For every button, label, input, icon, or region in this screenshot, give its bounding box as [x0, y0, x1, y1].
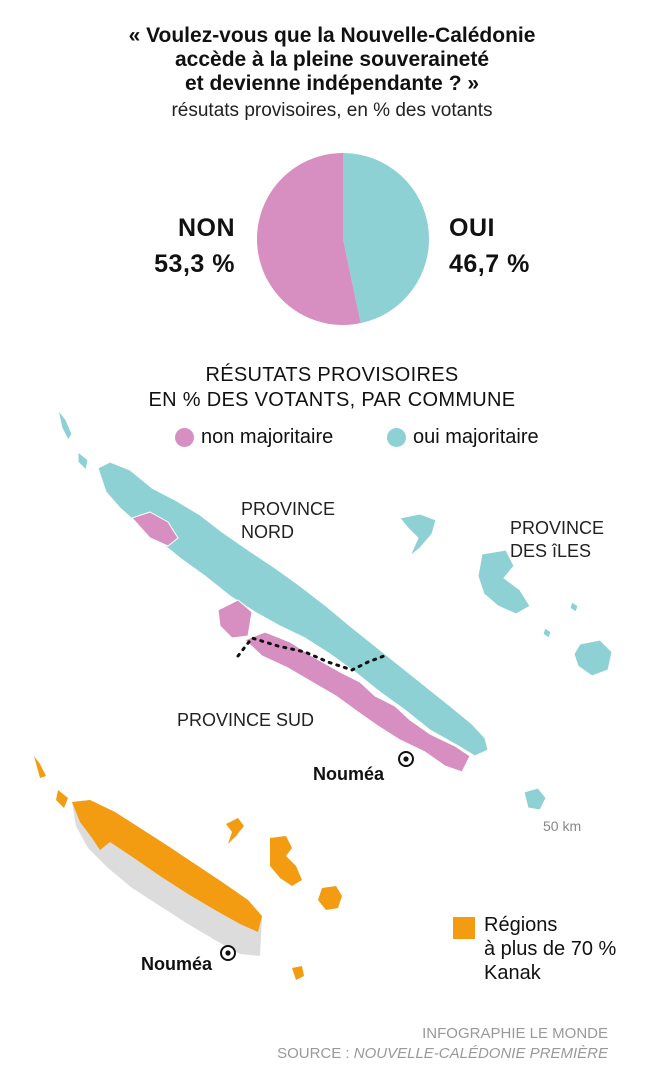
kanak-pins [292, 966, 304, 980]
label-noumea-upper: Nouméa [313, 764, 385, 784]
non-label: NON [177, 214, 235, 242]
legend-oui-swatch [387, 428, 406, 447]
oui-value: 46,7 % [449, 250, 530, 278]
island-ouvea [399, 513, 437, 557]
islet-tiga [569, 601, 579, 613]
island-mare [573, 639, 613, 677]
chart-title: « Voulez-vous que la Nouvelle-Calédonie … [0, 24, 664, 96]
legend-non-swatch [175, 428, 194, 447]
title-line-3: et devienne indépendante ? » [184, 72, 480, 95]
label-noumea-lower: Nouméa [141, 954, 213, 974]
islet-beautemps [542, 627, 552, 639]
map-heading-line-1: RÉSUTATS PROVISOIRES [205, 364, 459, 386]
kanak-islet-north-2 [56, 790, 68, 808]
pie-slice-non [256, 153, 361, 325]
label-province-nord: PROVINCE NORD [241, 498, 335, 544]
pie-chart [256, 153, 429, 325]
commune-non-1 [131, 511, 179, 547]
legend-oui-label: oui majoritaire [413, 426, 539, 448]
credits: INFOGRAPHIE LE MONDE SOURCE : NOUVELLE-C… [277, 1024, 608, 1064]
kanak-legend-swatch [453, 917, 475, 944]
credit-line-2: SOURCE : NOUVELLE-CALÉDONIE PREMIÈRE [277, 1044, 608, 1064]
legend-non: non majoritaire [175, 426, 333, 449]
kanak-legend-line-3: Kanak [484, 962, 541, 984]
label-province-nord-line-2: NORD [241, 522, 294, 542]
label-province-iles-line-1: PROVINCE [510, 518, 605, 538]
kanak-legend-line-2: à plus de 70 % [484, 938, 617, 960]
kanak-ouvea [226, 818, 244, 844]
pie-slice-oui [343, 153, 429, 324]
credit-source-name: NOUVELLE-CALÉDONIE PREMIÈRE [353, 1045, 608, 1062]
non-label-group: NON 53,3 % [140, 210, 235, 282]
kanak-grande-terre [72, 800, 262, 932]
kanak-legend-line-1: Régions [484, 914, 558, 936]
legend-non-label: non majoritaire [201, 426, 334, 448]
credit-line-1: INFOGRAPHIE LE MONDE [422, 1025, 608, 1042]
label-province-sud: PROVINCE SUD [177, 710, 315, 730]
island-lifou [477, 549, 531, 615]
province-boundary [236, 636, 386, 672]
non-value: 53,3 % [154, 250, 235, 278]
commune-non-2 [217, 599, 253, 639]
island-pins [523, 787, 547, 811]
oui-label: OUI [449, 214, 495, 242]
results-map [57, 409, 613, 811]
kanak-legend: Régions à plus de 70 % Kanak [484, 913, 616, 985]
legend-oui: oui majoritaire [387, 426, 539, 449]
label-province-iles-line-2: DES îLES [510, 541, 592, 561]
credit-source-prefix: SOURCE : [277, 1045, 354, 1062]
chart-subtitle: résutats provisoires, en % des votants [171, 100, 493, 121]
kanak-map [34, 756, 342, 980]
map-heading-line-2: EN % DES VOTANTS, PAR COMMUNE [148, 389, 516, 411]
islet-north-1 [57, 409, 73, 441]
label-province-iles: PROVINCE DES îLES [510, 517, 604, 563]
kanak-islet-north-1 [34, 756, 46, 778]
kanak-lifou [270, 836, 302, 886]
scale-label: 50 km [543, 818, 582, 834]
islet-north-2 [77, 451, 89, 471]
title-line-1: « Voulez-vous que la Nouvelle-Calédonie [128, 24, 536, 47]
title-line-2: accède à la pleine souveraineté [175, 48, 489, 71]
label-province-nord-line-1: PROVINCE [241, 499, 336, 519]
grande-terre-oui [97, 461, 489, 757]
oui-label-group: OUI 46,7 % [449, 210, 569, 282]
kanak-mare [318, 886, 342, 910]
commune-non-3 [244, 631, 471, 773]
map-heading: RÉSUTATS PROVISOIRES EN % DES VOTANTS, P… [0, 363, 664, 413]
